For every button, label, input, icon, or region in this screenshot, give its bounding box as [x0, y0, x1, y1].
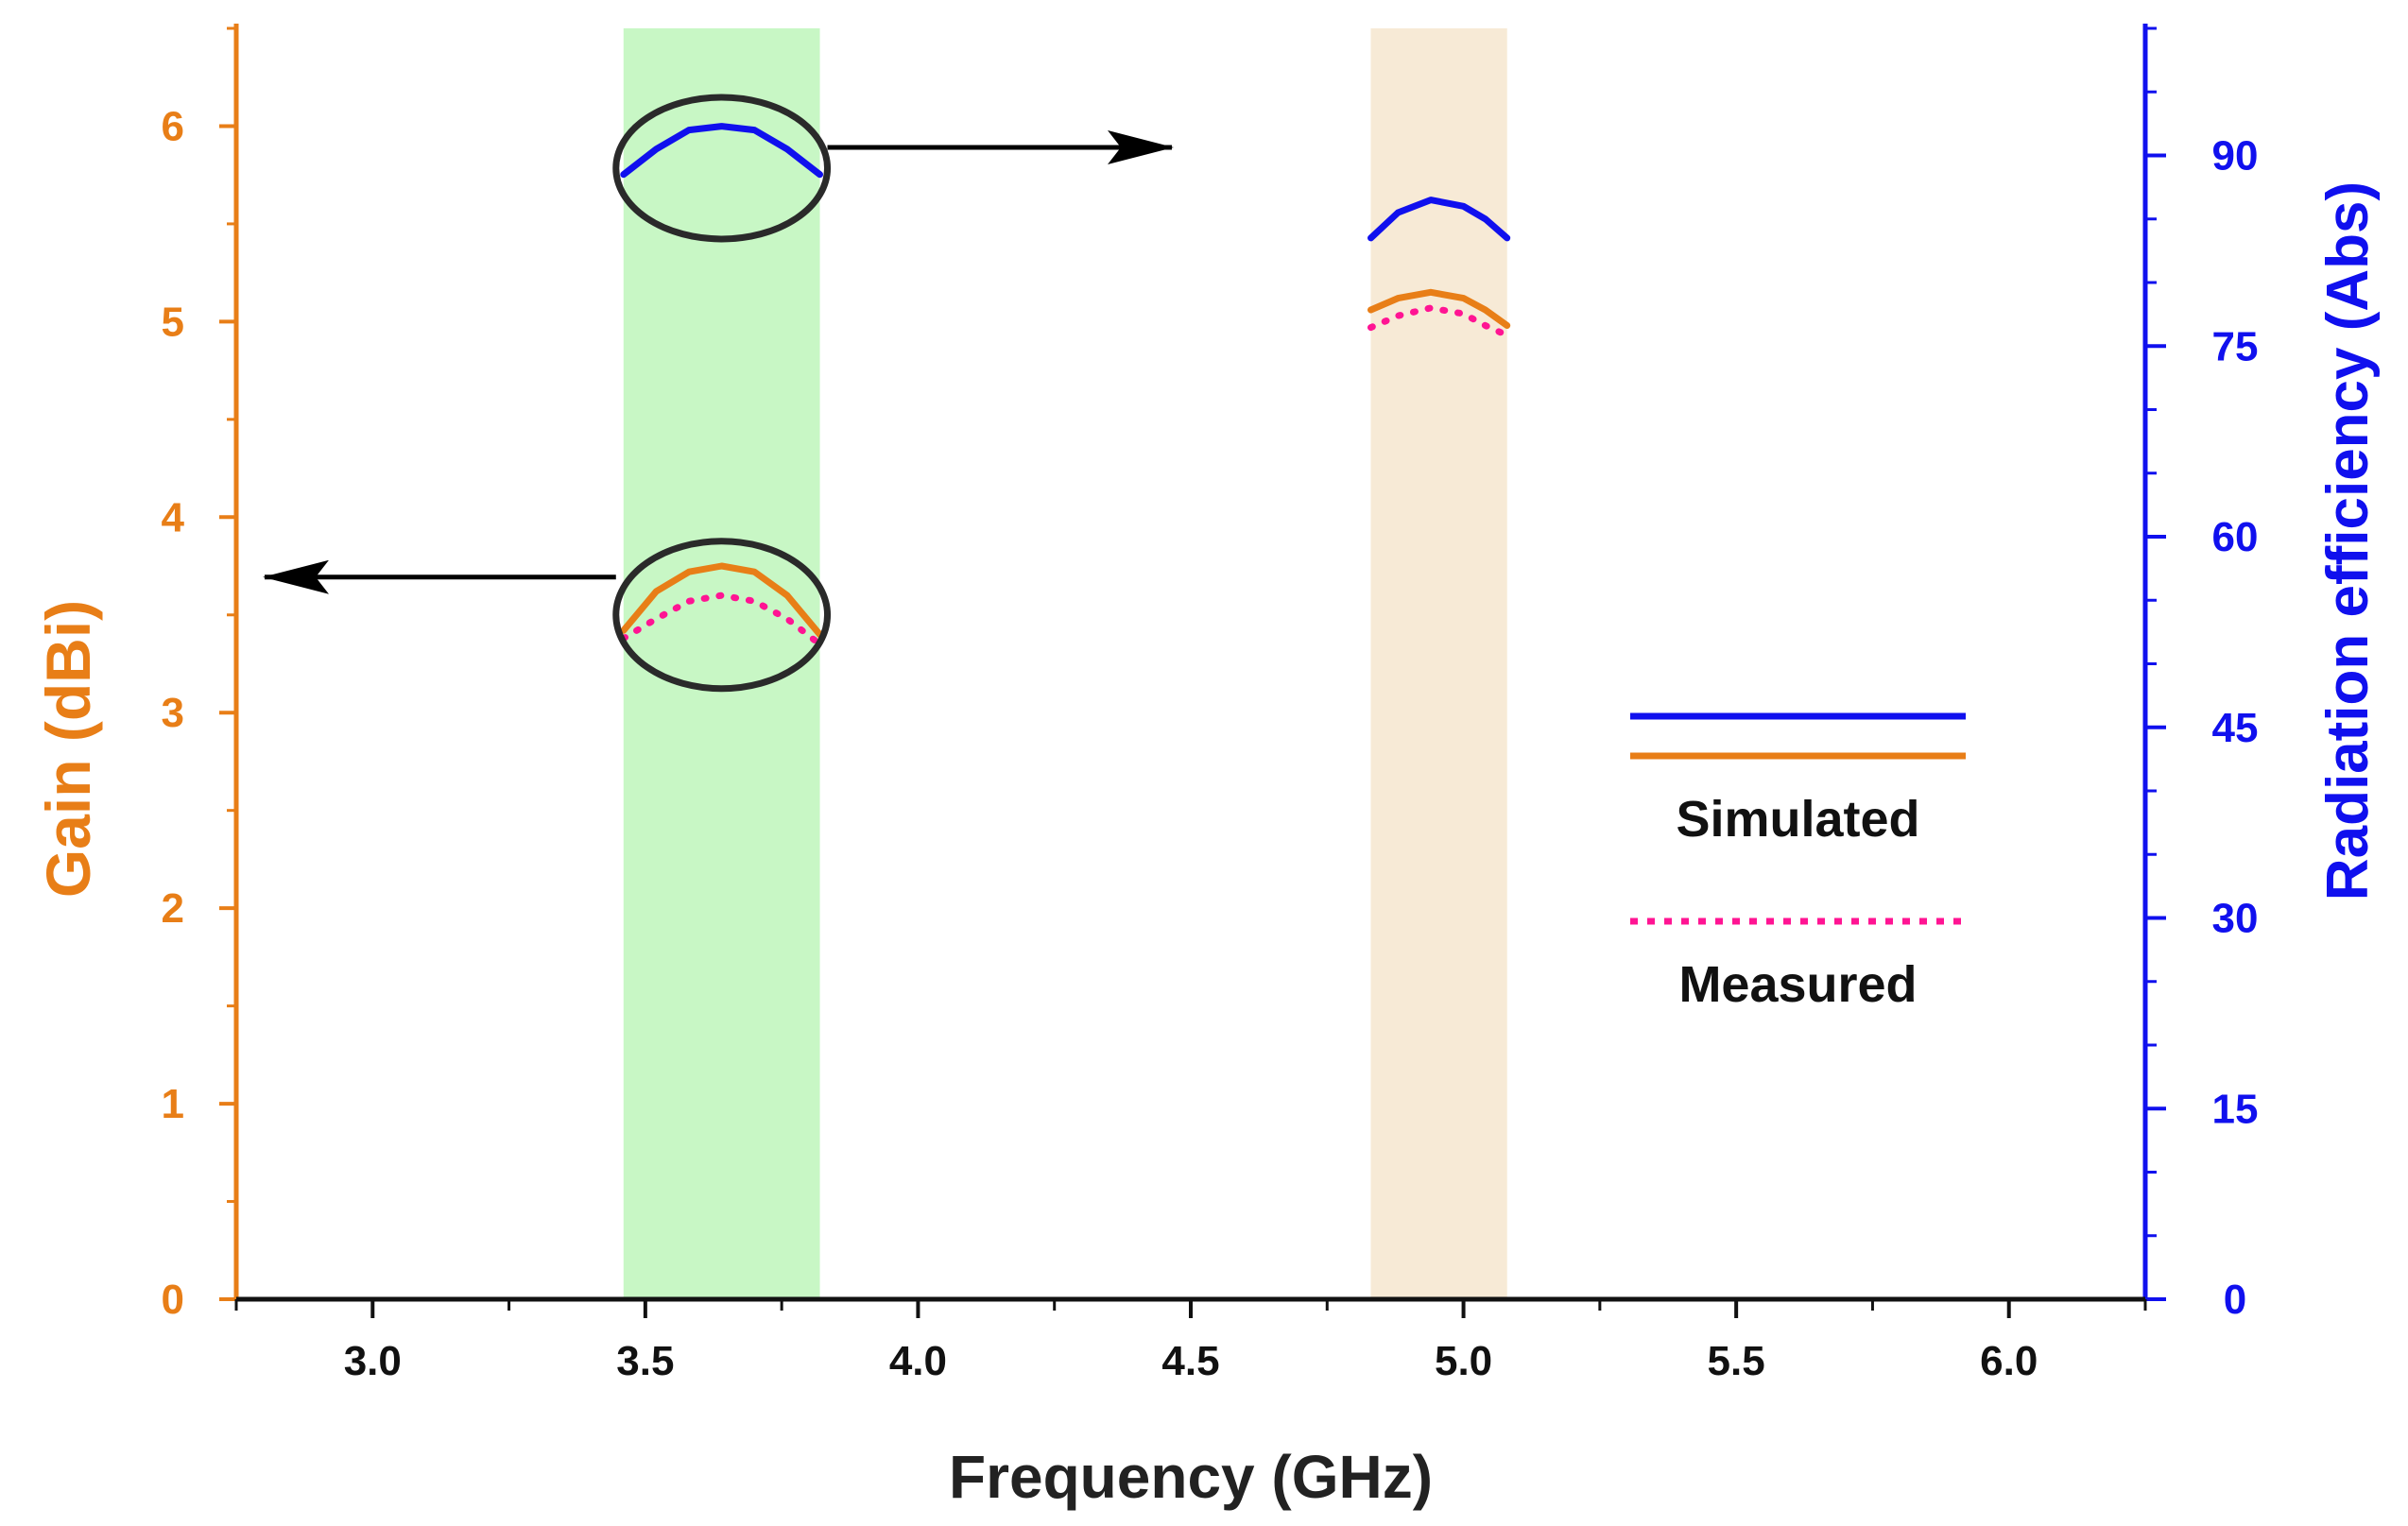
simulated-efficiency-line-2 — [1367, 197, 1511, 242]
x-tick-label: 3.5 — [616, 1338, 674, 1384]
right-y-tick-label: 75 — [2212, 323, 2259, 369]
gain-highlight-circle — [612, 538, 832, 693]
x-tick-label: 3.0 — [344, 1338, 402, 1384]
annotation-layer — [263, 94, 1174, 693]
right-y-tick-label: 30 — [2212, 896, 2259, 942]
x-tick-label: 5.5 — [1708, 1338, 1765, 1384]
left-y-tick-label: 0 — [162, 1277, 184, 1323]
series-layer — [620, 123, 1511, 648]
x-tick-label: 4.0 — [889, 1338, 947, 1384]
left-y-tick-label: 6 — [162, 103, 184, 149]
measured-gain-line-2 — [1367, 304, 1511, 339]
right-y-axis-title: Radiation efficiency (Abs) — [2315, 181, 2381, 900]
left-y-tick-label: 5 — [162, 299, 184, 345]
legend-measured-label: Measured — [1678, 956, 1917, 1013]
frequency-band-2 — [1370, 28, 1507, 1299]
legend-simulated-label: Simulated — [1676, 791, 1919, 848]
right-y-tick-label: 60 — [2212, 514, 2259, 560]
right-y-tick-label: 90 — [2212, 133, 2259, 180]
measured-gain-line-1 — [620, 592, 823, 648]
left-y-tick-label: 3 — [162, 690, 184, 736]
right-y-tick-label: 45 — [2212, 705, 2259, 751]
x-tick-label: 6.0 — [1980, 1338, 2038, 1384]
simulated-gain-line-1 — [620, 562, 823, 638]
right-y-tick-label: 0 — [2224, 1277, 2246, 1323]
left-y-axis-title: Gain (dBi) — [33, 600, 103, 898]
simulated-efficiency-line-1 — [620, 123, 823, 179]
legend: Simulated Measured — [1630, 712, 1966, 1013]
x-tick-label: 5.0 — [1435, 1338, 1492, 1384]
left-y-tick-label: 4 — [162, 494, 185, 540]
right-y-tick-label: 15 — [2212, 1086, 2259, 1132]
efficiency-highlight-circle — [612, 94, 832, 243]
frequency-bands — [623, 28, 1507, 1299]
left-y-tick-label: 1 — [162, 1081, 184, 1127]
x-tick-label: 4.5 — [1161, 1338, 1219, 1384]
left-y-tick-label: 2 — [162, 885, 184, 932]
x-axis-title: Frequency (GHz) — [949, 1443, 1433, 1511]
simulated-gain-line-2 — [1367, 288, 1511, 329]
